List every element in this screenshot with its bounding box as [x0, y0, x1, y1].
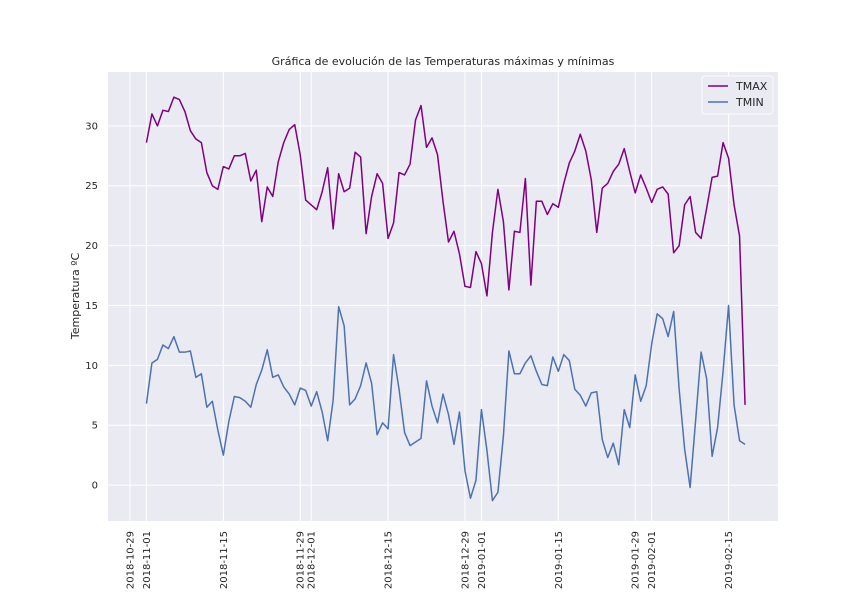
- y-axis-label: Temperatura ºC: [69, 253, 82, 341]
- x-tick-label-9: 2019-01-29: [631, 531, 642, 589]
- x-tick-label-10: 2019-02-01: [647, 531, 658, 589]
- y-tick-label-6: 30: [85, 121, 98, 132]
- y-tick-label-3: 15: [85, 301, 98, 312]
- x-tick-label-4: 2018-12-01: [307, 531, 318, 589]
- chart-title: Gráfica de evolución de las Temperaturas…: [272, 55, 615, 68]
- series-lines: [145, 96, 746, 502]
- plot-area-background: [108, 72, 778, 521]
- y-tick-label-0: 0: [92, 481, 98, 492]
- y-tick-label-4: 20: [85, 241, 98, 252]
- series-line-tmax: [145, 96, 746, 405]
- grid-lines: [108, 72, 778, 521]
- x-tick-label-2: 2018-11-15: [219, 531, 230, 589]
- y-tick-label-1: 5: [92, 421, 98, 432]
- x-tick-label-5: 2018-12-15: [384, 531, 395, 589]
- y-tick-label-2: 10: [85, 361, 98, 372]
- x-tick-label-11: 2019-02-15: [724, 531, 735, 589]
- x-tick-label-6: 2018-12-29: [460, 531, 471, 589]
- x-tick-label-3: 2018-11-29: [296, 531, 307, 589]
- x-tick-label-8: 2019-01-15: [554, 531, 565, 589]
- y-axis-tick-labels: 0 5 10 15 20 25 30: [85, 121, 98, 491]
- x-tick-label-0: 2018-10-29: [125, 531, 136, 589]
- x-tick-label-1: 2018-11-01: [142, 531, 153, 589]
- y-tick-label-5: 25: [85, 181, 98, 192]
- legend: TMAX TMIN: [701, 75, 774, 115]
- legend-tmin-label: TMIN: [735, 96, 764, 109]
- series-line-tmin: [145, 304, 746, 502]
- x-tick-label-7: 2019-01-01: [477, 531, 488, 589]
- x-axis-tick-labels: 2018-10-29 2018-11-01 2018-11-15 2018-11-29…: [125, 531, 735, 589]
- legend-tmax-label: TMAX: [735, 80, 768, 93]
